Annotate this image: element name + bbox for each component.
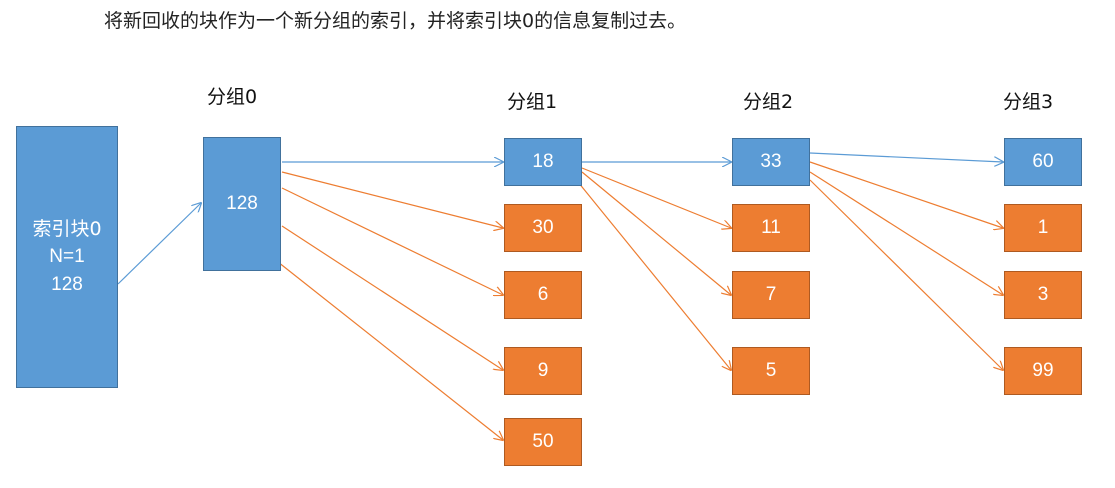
arrow-18-to-7 — [581, 171, 731, 295]
group-2-item-2: 7 — [732, 271, 810, 319]
arrow-18-to-11 — [581, 167, 731, 228]
group-1-item-4: 50 — [504, 418, 582, 466]
caption: 将新回收的块作为一个新分组的索引，并将索引块0的信息复制过去。 — [104, 10, 687, 32]
group-3-item-3: 99 — [1004, 347, 1082, 395]
group-3-item-1: 1 — [1004, 204, 1082, 252]
group-1-item-0: 18 — [504, 138, 582, 186]
group-0-label: 分组0 — [207, 86, 258, 108]
arrow-g0-to-30 — [281, 171, 503, 228]
group-2-item-3: 5 — [732, 347, 810, 395]
arrow-index-to-group0 — [117, 203, 201, 285]
group-0-item-0: 128 — [226, 193, 258, 214]
arrow-18-to-5 — [577, 181, 731, 370]
index-block-title: 索引块0 — [32, 218, 102, 240]
group-1-label: 分组1 — [507, 91, 558, 113]
group-2-item-0: 33 — [732, 138, 810, 186]
index-block-0: 索引块0 N=1 128 — [16, 126, 118, 388]
index-block-value: 128 — [51, 274, 83, 295]
arrow-g0-to-9 — [281, 225, 503, 370]
arrow-33-to-3 — [809, 171, 1003, 295]
group-0-index-box: 128 — [203, 137, 281, 271]
index-block-n: N=1 — [49, 246, 85, 267]
group-2-label: 分组2 — [743, 91, 794, 113]
group-1-item-2: 6 — [504, 271, 582, 319]
group-2-item-1: 11 — [732, 204, 810, 252]
group-1-item-3: 9 — [504, 347, 582, 395]
arrow-g0-to-50 — [277, 261, 503, 440]
group-1-item-1: 30 — [504, 204, 582, 252]
arrow-g0-to-6 — [281, 187, 503, 295]
group-3-item-0: 60 — [1004, 138, 1082, 186]
arrow-33-to-99 — [809, 179, 1003, 370]
arrow-33-to-60 — [809, 152, 1003, 162]
group-3-label: 分组3 — [1003, 91, 1054, 113]
group-3-item-2: 3 — [1004, 271, 1082, 319]
arrow-33-to-1 — [809, 161, 1003, 228]
